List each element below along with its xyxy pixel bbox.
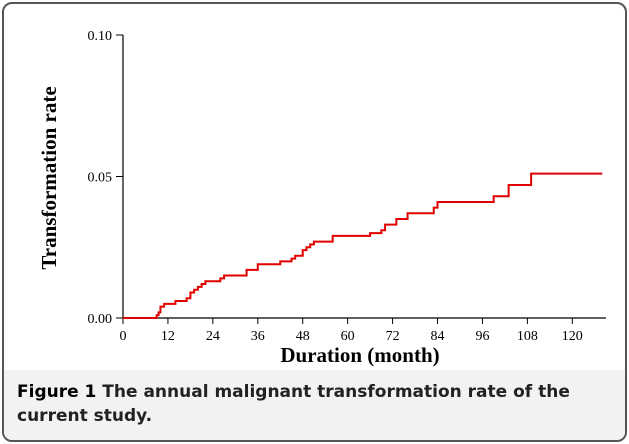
step-line xyxy=(123,172,603,319)
x-tick-label: 12 xyxy=(161,329,175,344)
chart: Transformation rate Duration (month) 0.0… xyxy=(37,29,606,367)
y-tick-label: 0.10 xyxy=(88,29,113,44)
x-tick-label: 24 xyxy=(206,329,220,344)
x-tick-label: 84 xyxy=(431,329,445,344)
x-tick-label: 48 xyxy=(296,329,310,344)
y-tick-label: 0.05 xyxy=(88,171,113,186)
x-tick-label: 120 xyxy=(562,329,583,344)
caption: Figure 1 The annual malignant transforma… xyxy=(4,370,625,440)
y-axis-title: Transformation rate xyxy=(37,86,61,269)
x-tick-label: 36 xyxy=(251,329,265,344)
caption-text: The annual malignant transformation rate… xyxy=(17,382,570,426)
x-axis-title: Duration (month) xyxy=(280,343,439,367)
x-tick-label: 72 xyxy=(386,329,400,344)
caption-label: Figure 1 xyxy=(17,382,97,402)
x-tick-label: 108 xyxy=(517,329,538,344)
x-tick-label: 0 xyxy=(120,329,127,344)
x-tick-label: 96 xyxy=(475,329,489,344)
x-tick-label: 60 xyxy=(341,329,355,344)
y-tick-label: 0.00 xyxy=(88,312,113,327)
